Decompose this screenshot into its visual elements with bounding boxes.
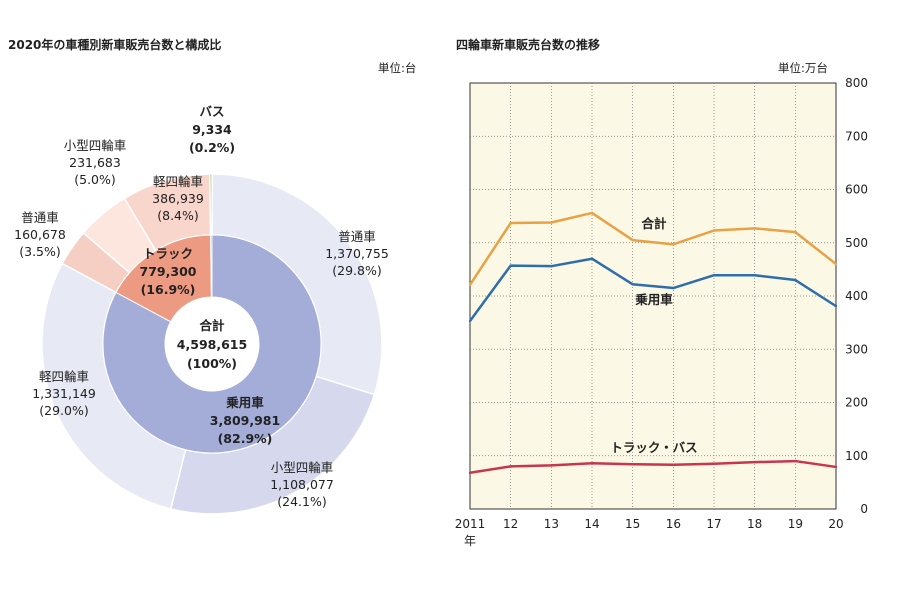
outer-label-value-2: 1,331,149 <box>32 386 96 401</box>
donut-chart: 合計 4,598,615 (100%) 乗用車 3,809,981 (82.9%) トラック… <box>14 104 389 515</box>
outer-label-value-5: 386,939 <box>152 191 204 206</box>
series-2-point-4 <box>631 463 634 466</box>
outer-label-name-2: 軽四輪車 <box>39 369 89 384</box>
total-value: 4,598,615 <box>177 337 247 352</box>
inner-label-share-2: (0.2%) <box>189 140 235 155</box>
series-0-point-4 <box>631 238 634 242</box>
line-chart-title: 四輪車新車販売台数の推移 <box>456 38 601 52</box>
x-tick-label-6: 17 <box>706 517 721 531</box>
series-2-point-6 <box>712 462 716 465</box>
series-label-2: トラック・バス <box>610 440 697 455</box>
series-1-point-0 <box>468 319 472 323</box>
series-label-1: 乗用車 <box>634 292 673 307</box>
series-1-point-4 <box>631 283 634 286</box>
outer-label-name-0: 普通車 <box>338 229 376 244</box>
series-2-point-5 <box>672 463 675 467</box>
series-2-point-1 <box>509 465 512 468</box>
series-1-point-8 <box>794 278 797 282</box>
inner-label-value-2: 9,334 <box>192 122 232 137</box>
inner-label-name-2: バス <box>199 104 224 119</box>
inner-label-name-0: 乗用車 <box>225 395 264 410</box>
series-0-point-9 <box>834 262 838 266</box>
inner-label-value-0: 3,809,981 <box>210 413 280 428</box>
y-tick-label-2: 200 <box>845 396 868 410</box>
inner-label-share-0: (82.9%) <box>218 431 273 446</box>
x-tick-label-7: 18 <box>747 517 762 531</box>
outer-label-share-0: (29.8%) <box>332 263 381 278</box>
series-0-point-6 <box>712 229 716 232</box>
series-1-point-9 <box>834 304 838 308</box>
donut-chart-title: 2020年の車種別新車販売台数と構成比 <box>8 38 222 52</box>
series-1-point-1 <box>509 264 512 267</box>
series-1-point-3 <box>590 257 594 260</box>
inner-slice-2 <box>210 234 213 298</box>
inner-label-value-1: 779,300 <box>140 264 197 279</box>
outer-label-value-1: 1,108,077 <box>270 477 334 492</box>
series-0-point-8 <box>794 230 797 234</box>
series-1-point-2 <box>550 264 553 268</box>
series-2-point-9 <box>834 465 838 469</box>
x-tick-label-9: 20 <box>828 517 843 531</box>
outer-label-name-1: 小型四輪車 <box>271 460 334 475</box>
series-0-point-5 <box>672 243 675 246</box>
x-tick-label-4: 15 <box>625 517 640 531</box>
x-tick-label-3: 14 <box>584 517 599 531</box>
series-2-point-2 <box>550 464 553 467</box>
x-unit-label: 年 <box>464 534 476 548</box>
y-tick-label-1: 100 <box>845 449 868 463</box>
outer-label-value-3: 160,678 <box>14 227 66 242</box>
outer-label-name-5: 軽四輪車 <box>153 174 203 189</box>
plot-area <box>469 82 837 510</box>
y-tick-label-0: 0 <box>860 502 868 516</box>
series-0-point-7 <box>753 227 756 230</box>
series-2-point-8 <box>794 459 797 463</box>
series-1-point-5 <box>672 286 675 290</box>
donut-hole <box>165 297 259 391</box>
y-tick-label-6: 600 <box>845 183 868 197</box>
inner-label-name-1: トラック <box>143 246 193 261</box>
series-line-2 <box>469 459 837 475</box>
series-label-0: 合計 <box>641 216 667 231</box>
outer-slice-6 <box>209 173 213 236</box>
series-line-1 <box>468 257 837 322</box>
series-line-0 <box>468 211 837 286</box>
outer-label-value-4: 231,683 <box>69 155 121 170</box>
series-0-point-3 <box>590 211 594 215</box>
outer-label-value-0: 1,370,755 <box>325 246 389 261</box>
outer-label-name-4: 小型四輪車 <box>64 138 127 153</box>
total-share: (100%) <box>187 356 237 371</box>
series-1-point-7 <box>753 274 756 277</box>
outer-label-share-2: (29.0%) <box>39 403 88 418</box>
line-unit-label: 単位:万台 <box>778 61 828 75</box>
inner-label-share-1: (16.9%) <box>141 282 196 297</box>
series-0-point-0 <box>468 283 472 287</box>
y-tick-label-8: 800 <box>845 76 868 90</box>
y-tick-label-7: 700 <box>845 129 868 143</box>
donut-unit-label: 単位:台 <box>378 61 417 75</box>
x-tick-label-8: 19 <box>788 517 803 531</box>
series-2-point-3 <box>590 462 594 465</box>
y-tick-label-3: 300 <box>845 342 868 356</box>
x-tick-label-1: 12 <box>503 517 518 531</box>
outer-label-share-5: (8.4%) <box>157 208 199 223</box>
x-tick-label-0: 2011 <box>455 517 486 531</box>
y-tick-label-5: 500 <box>845 236 868 250</box>
x-tick-label-5: 16 <box>666 517 681 531</box>
outer-label-share-4: (5.0%) <box>74 172 116 187</box>
series-1-point-6 <box>712 274 716 277</box>
outer-label-share-1: (24.1%) <box>277 494 326 509</box>
series-2-point-0 <box>468 471 472 474</box>
y-tick-label-4: 400 <box>845 289 868 303</box>
series-0-point-2 <box>550 221 553 224</box>
outer-label-name-3: 普通車 <box>21 210 59 225</box>
x-tick-label-2: 13 <box>544 517 559 531</box>
series-2-point-7 <box>753 460 756 464</box>
total-name: 合計 <box>199 318 225 333</box>
outer-label-share-3: (3.5%) <box>19 244 61 259</box>
series-0-point-1 <box>509 221 512 225</box>
